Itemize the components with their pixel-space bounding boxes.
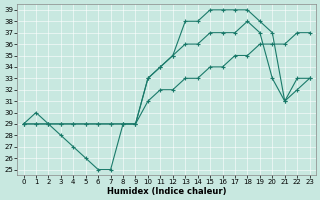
X-axis label: Humidex (Indice chaleur): Humidex (Indice chaleur) — [107, 187, 226, 196]
